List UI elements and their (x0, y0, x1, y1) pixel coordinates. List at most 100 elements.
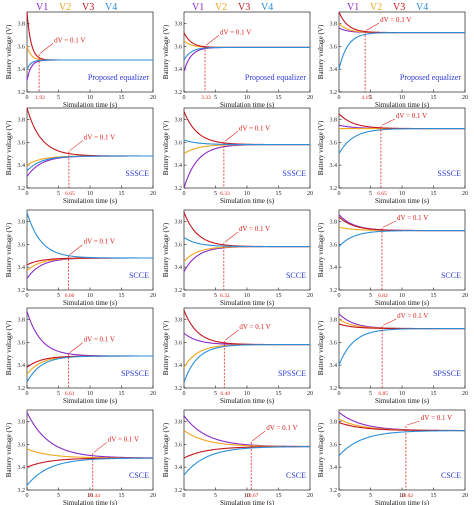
x-tick-label: 15 (431, 191, 437, 197)
series-line (183, 46, 310, 72)
annotation-arrow (225, 329, 239, 341)
equalization-time-label: 6.65 (65, 191, 75, 197)
x-tick-label: 0 (26, 293, 29, 299)
annotation-arrow (365, 22, 380, 31)
y-tick-label: 3.6 (18, 242, 26, 248)
annotation-label: dV = 0.1 V (220, 28, 251, 36)
series-line (338, 128, 465, 154)
x-tick-label: 5 (369, 95, 372, 101)
y-tick-label: 3.8 (175, 21, 183, 27)
method-label: CSCE (286, 471, 306, 480)
y-tick-label: 3.8 (175, 419, 183, 425)
y-tick-label: 3.8 (330, 419, 338, 425)
x-tick-label: 5 (214, 95, 217, 101)
series-line (26, 155, 153, 166)
annotation-label: dV = 0.1 V (397, 312, 428, 320)
y-tick-label: 3.4 (330, 265, 338, 271)
x-tick-label: 15 (431, 293, 437, 299)
y-tick-label: 3.2 (18, 386, 26, 392)
panel: 0 5 10 15 20 3.2 3.4 3.6 3.8 Simulation time (s) B… (5, 11, 156, 109)
x-tick-label: 20 (462, 293, 468, 299)
y-tick-label: 3.4 (330, 67, 338, 73)
equalization-time-label: 6.61 (65, 391, 75, 397)
x-tick-label: 10 (87, 391, 93, 397)
annotation-label: dV = 0.1 V (54, 36, 85, 44)
x-tick-label: 10 (87, 293, 93, 299)
y-axis-label: Battery voltage (V) (317, 120, 325, 175)
y-tick-label: 3.4 (330, 163, 338, 169)
x-tick-label: 15 (276, 95, 282, 101)
panel: 0 5 10 15 20 3.2 3.4 3.6 3.8 Simulation time (s) B… (5, 307, 156, 405)
y-tick-label: 3.8 (175, 117, 183, 123)
x-tick-label: 5 (369, 391, 372, 397)
x-tick-label: 20 (307, 493, 313, 499)
legend-entry: V1 (192, 2, 204, 13)
y-tick-label: 3.6 (330, 44, 338, 50)
x-tick-label: 20 (150, 95, 156, 101)
annotation-arrow (252, 430, 266, 442)
x-tick-label: 10 (399, 391, 405, 397)
legend-entry: V4 (105, 2, 117, 13)
x-tick-label: 5 (214, 191, 217, 197)
panel: 0 5 10 15 20 3.2 3.4 3.6 3.8 Simulation time (s) B… (5, 409, 156, 505)
series-line (26, 155, 153, 172)
x-tick-label: 0 (26, 493, 29, 499)
annotation-label: dV = 0.1 V (380, 16, 411, 24)
method-label: SSSCE (125, 169, 149, 178)
x-tick-label: 0 (26, 191, 29, 197)
panel: 0 5 10 15 20 3.2 3.4 3.6 3.8 Simulation time (s) B… (317, 209, 468, 307)
x-tick-label: 20 (150, 293, 156, 299)
x-tick-label: 0 (183, 95, 186, 101)
legend-entry: V2 (59, 2, 71, 13)
annotation-label: dV = 0.1 V (84, 133, 115, 141)
x-tick-label: 5 (369, 493, 372, 499)
y-tick-label: 3.6 (175, 340, 183, 346)
x-tick-label: 10 (399, 493, 405, 499)
y-axis-label: Battery voltage (V) (162, 120, 170, 175)
x-tick-label: 15 (431, 391, 437, 397)
y-tick-label: 3.6 (175, 140, 183, 146)
panel: 0 5 10 15 20 3.2 3.4 3.6 3.8 Simulation time (s) B… (317, 107, 468, 205)
y-axis-label: Battery voltage (V) (162, 422, 170, 477)
series-line (338, 32, 465, 70)
x-tick-label: 0 (183, 191, 186, 197)
y-tick-label: 3.4 (175, 465, 183, 471)
panel: 0 5 10 15 20 3.2 3.4 3.6 3.8 Simulation time (s) B… (162, 409, 313, 505)
equalization-time-label: 6.40 (221, 391, 231, 397)
x-tick-label: 10 (244, 293, 250, 299)
y-tick-label: 3.2 (330, 386, 338, 392)
y-tick-label: 3.2 (330, 488, 338, 494)
y-tick-label: 3.2 (330, 186, 338, 192)
x-axis-label: Simulation time (s) (375, 397, 430, 405)
method-label: SSSCE (437, 169, 461, 178)
method-label: SPSSCE (121, 369, 149, 378)
x-tick-label: 10 (244, 493, 250, 499)
series-line (26, 212, 153, 259)
y-tick-label: 3.4 (330, 465, 338, 471)
x-tick-label: 15 (276, 293, 282, 299)
x-tick-label: 5 (214, 493, 217, 499)
x-tick-label: 0 (338, 391, 341, 397)
x-axis-label: Simulation time (s) (63, 397, 118, 405)
y-tick-label: 3.8 (330, 317, 338, 323)
x-tick-label: 15 (119, 293, 125, 299)
x-tick-label: 15 (431, 95, 437, 101)
method-label: SCCE (441, 271, 461, 280)
x-tick-label: 10 (399, 191, 405, 197)
x-tick-label: 10 (87, 493, 93, 499)
series-line (26, 59, 153, 70)
x-axis-label: Simulation time (s) (63, 499, 118, 505)
annotation-arrow (39, 43, 54, 54)
series-line (26, 107, 153, 157)
panel: 0 5 10 15 20 3.2 3.4 3.6 3.8 Simulation time (s) B… (162, 307, 313, 405)
y-tick-label: 3.4 (175, 67, 183, 73)
method-label: SPSSCE (278, 369, 306, 378)
y-tick-label: 3.4 (175, 265, 183, 271)
series-line (183, 446, 311, 476)
legend-entry: V3 (82, 2, 94, 13)
y-tick-label: 3.6 (330, 442, 338, 448)
y-tick-label: 3.4 (18, 363, 26, 369)
y-tick-label: 3.6 (18, 140, 26, 146)
method-label: Proposed equalizer (245, 73, 306, 82)
